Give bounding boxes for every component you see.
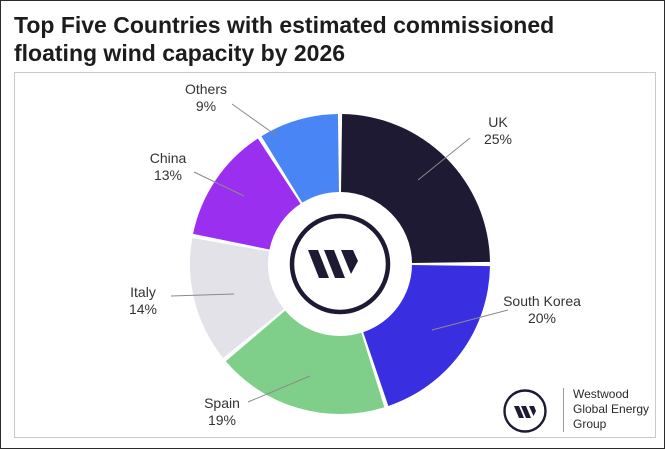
slice-value-others: 9% <box>196 98 216 114</box>
slice-value-south-korea: 20% <box>528 310 556 326</box>
slice-value-china: 13% <box>154 167 182 183</box>
brand-divider <box>563 388 564 432</box>
brand-name: Westwood Global Energy Group <box>573 387 649 432</box>
chart-title-line-1: Top Five Countries with estimated commis… <box>14 12 555 38</box>
center-badge <box>289 213 391 315</box>
slice-label-south-korea: South Korea <box>503 293 581 309</box>
slice-uk <box>341 114 490 263</box>
slice-south-korea <box>363 265 490 406</box>
westwood-w-logo-icon <box>308 250 358 278</box>
leader-line-south-korea <box>431 309 509 331</box>
leader-line-italy <box>170 293 235 297</box>
leader-lines <box>170 103 509 403</box>
center-ring <box>289 213 391 315</box>
slice-spain <box>225 310 385 414</box>
slice-label-others: Others <box>185 81 227 97</box>
slice-others <box>261 114 339 203</box>
slice-value-italy: 14% <box>129 301 157 317</box>
leader-line-spain <box>247 375 311 403</box>
slice-italy <box>190 237 284 358</box>
slice-label-uk: UK <box>488 114 508 130</box>
brand-name-line-1: Westwood <box>573 387 629 401</box>
slice-label-italy: Italy <box>130 284 156 300</box>
brand-name-line-2: Global Energy <box>573 402 650 416</box>
westwood-circle-logo-icon <box>503 389 547 433</box>
brand-name-line-3: Group <box>573 417 607 431</box>
slice-china <box>193 138 301 250</box>
chart-title-line-2: floating wind capacity by 2026 <box>14 40 346 66</box>
leader-line-others <box>231 103 278 137</box>
slices-layer <box>190 114 490 414</box>
chart-title: Top Five Countries with estimated commis… <box>14 11 574 67</box>
leader-line-uk <box>417 137 471 181</box>
slice-value-uk: 25% <box>484 131 512 147</box>
leader-line-china <box>193 171 245 197</box>
slice-label-spain: Spain <box>204 395 240 411</box>
slice-value-spain: 19% <box>208 412 236 428</box>
brand-logo: Westwood Global Energy Group <box>503 386 653 433</box>
slice-label-china: China <box>150 150 187 166</box>
